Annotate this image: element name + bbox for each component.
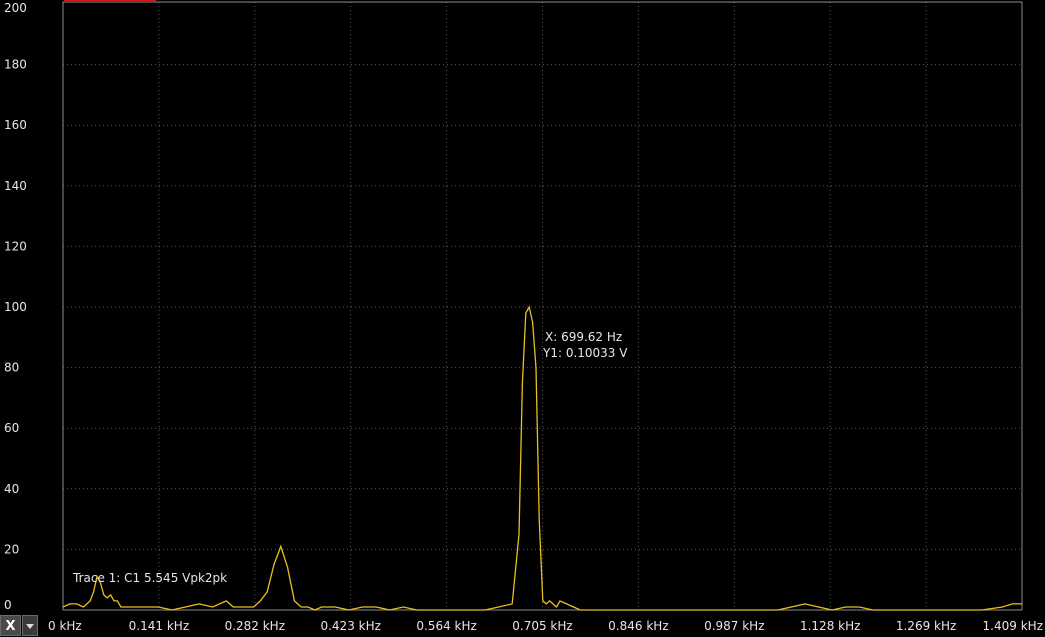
y-tick-label: 140 <box>4 179 27 193</box>
x-tick-labels: 0 kHz 0.141 kHz 0.282 kHz 0.423 kHz 0.564 kH… <box>48 619 1043 633</box>
y-tick-label: 40 <box>4 482 19 496</box>
x-tick-label: 0.564 kHz <box>416 619 476 633</box>
x-tick-label: 0.423 kHz <box>320 619 380 633</box>
active-indicator <box>64 0 156 2</box>
trace-1-line <box>62 305 1022 611</box>
x-tick-label: 0.846 kHz <box>608 619 668 633</box>
x-tick-label: 1.128 kHz <box>800 619 860 633</box>
x-tick-label: 0 kHz <box>48 619 82 633</box>
trace-label: Trace 1: C1 5.545 Vpk2pk <box>72 571 227 585</box>
y-tick-label: 0 <box>4 598 12 612</box>
x-tick-label: 1.269 kHz <box>896 619 956 633</box>
y-tick-label: 20 <box>4 542 19 556</box>
y-tick-label: 120 <box>4 239 27 253</box>
x-tick-label: 0.987 kHz <box>704 619 764 633</box>
y-tick-label: 160 <box>4 118 27 132</box>
y-tick-label: 180 <box>4 58 27 72</box>
y-tick-label: 80 <box>4 361 19 375</box>
marker-y-readout: Y1: 0.10033 V <box>542 346 628 360</box>
x-axis-button[interactable]: X <box>0 615 21 636</box>
y-tick-label: 60 <box>4 421 19 435</box>
y-tick-label: 100 <box>4 300 27 314</box>
x-tick-label: 0.282 kHz <box>225 619 285 633</box>
grid <box>63 2 1022 610</box>
plot-frame <box>62 1 1023 611</box>
x-tick-label: 0.141 kHz <box>129 619 189 633</box>
x-tick-label: 1.409 kHz <box>983 619 1043 633</box>
marker-x-readout: X: 699.62 Hz <box>545 330 622 344</box>
y-tick-label: 200 <box>4 1 27 15</box>
y-tick-labels: 0 20 40 60 80 100 120 140 160 180 200 <box>4 1 27 612</box>
x-tick-label: 0.705 kHz <box>512 619 572 633</box>
chevron-down-icon[interactable] <box>22 615 38 636</box>
